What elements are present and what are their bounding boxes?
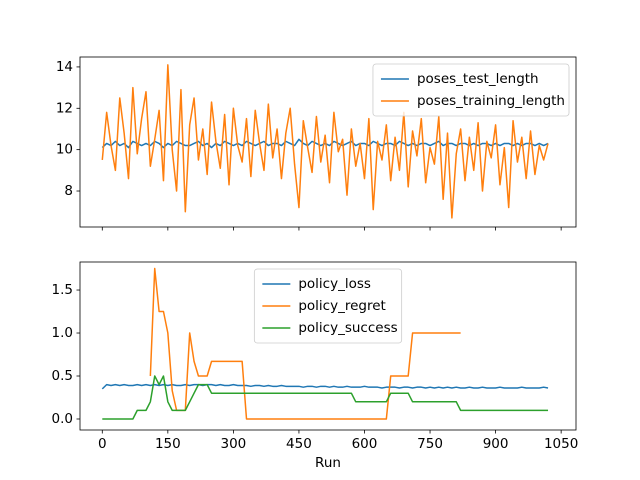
x-tick-label: 450 <box>286 436 312 452</box>
series-line <box>101 64 549 219</box>
x-tick-label: 750 <box>417 436 443 452</box>
legend-label: poses_training_length <box>417 93 565 109</box>
x-tick-label: 900 <box>483 436 509 452</box>
x-tick-label: 300 <box>220 436 246 452</box>
series-line <box>101 138 549 149</box>
y-tick-label: 1.5 <box>52 282 73 298</box>
series-line <box>101 383 549 390</box>
legend-label: policy_success <box>298 320 397 336</box>
plot-area <box>101 64 549 219</box>
y-tick-label: 0.5 <box>52 368 73 384</box>
plot-area <box>101 267 549 420</box>
y-tick-label: 12 <box>56 100 73 116</box>
legend: policy_loss policy_regret policy_success <box>253 268 403 344</box>
legend-label: policy_loss <box>298 276 371 292</box>
legend-label: poses_test_length <box>417 71 539 87</box>
y-tick-label: 0.0 <box>52 411 73 427</box>
axes-frame <box>79 261 577 431</box>
legend-frame <box>372 63 570 117</box>
y-tick-label: 14 <box>56 59 73 75</box>
x-tick-label: 0 <box>98 436 107 452</box>
axes-frame <box>79 56 577 228</box>
x-axis-label: Run <box>315 455 341 471</box>
x-tick-label: 150 <box>155 436 181 452</box>
series-line <box>102 375 549 420</box>
series-line <box>149 267 461 420</box>
x-tick-label: 1050 <box>544 436 578 452</box>
legend-frame <box>253 268 403 344</box>
y-tick-label: 8 <box>64 183 73 199</box>
legend-label: policy_regret <box>298 298 385 314</box>
x-tick-label: 600 <box>352 436 378 452</box>
y-tick-label: 1.0 <box>52 325 73 341</box>
y-tick-label: 10 <box>56 142 73 158</box>
legend: poses_test_length poses_training_length <box>372 63 570 117</box>
